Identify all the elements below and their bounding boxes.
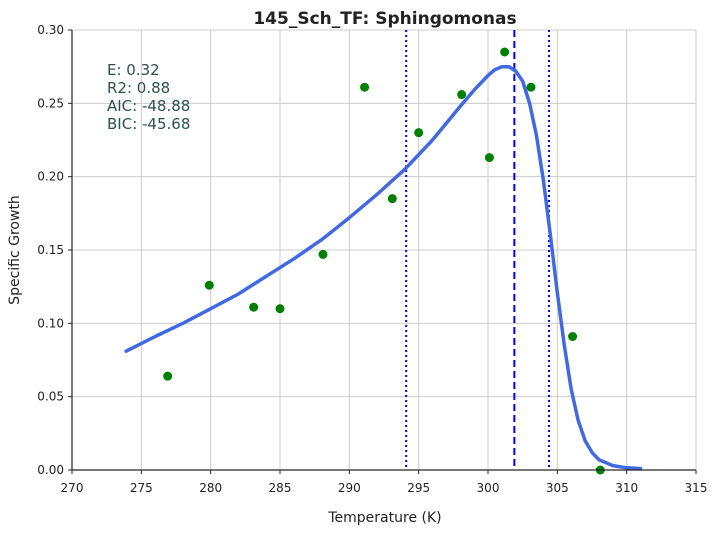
stat-bic: BIC: -45.68 bbox=[107, 115, 190, 133]
y-tick-label: 0.00 bbox=[37, 463, 64, 477]
data-point bbox=[568, 332, 578, 342]
stat-e: E: 0.32 bbox=[107, 61, 160, 79]
stat-aic: AIC: -48.88 bbox=[107, 97, 190, 115]
y-tick-label: 0.20 bbox=[37, 170, 64, 184]
y-ticks: 0.00 0.05 0.10 0.15 0.20 0.25 0.30 bbox=[37, 23, 72, 477]
x-tick-label: 315 bbox=[685, 481, 708, 495]
fitted-curve bbox=[124, 64, 643, 471]
data-point bbox=[360, 82, 370, 92]
data-point bbox=[163, 371, 173, 381]
data-point bbox=[249, 302, 259, 312]
x-tick-label: 270 bbox=[61, 481, 84, 495]
data-point bbox=[484, 153, 494, 163]
data-point bbox=[275, 304, 285, 314]
y-tick-label: 0.10 bbox=[37, 316, 64, 330]
x-tick-label: 300 bbox=[477, 481, 500, 495]
x-tick-label: 290 bbox=[338, 481, 361, 495]
x-tick-label: 310 bbox=[615, 481, 638, 495]
data-point bbox=[526, 82, 536, 92]
data-point bbox=[204, 280, 214, 290]
x-tick-label: 275 bbox=[130, 481, 153, 495]
bound-lines bbox=[405, 30, 551, 470]
y-tick-label: 0.15 bbox=[37, 243, 64, 257]
data-point bbox=[318, 249, 328, 259]
x-axis-label: Temperature (K) bbox=[327, 510, 441, 526]
fit-stats: E: 0.32 R2: 0.88 AIC: -48.88 BIC: -45.68 bbox=[107, 61, 190, 133]
data-point bbox=[457, 90, 467, 100]
stat-r2: R2: 0.88 bbox=[107, 79, 170, 97]
x-tick-label: 305 bbox=[546, 481, 569, 495]
x-ticks: 270 275 280 285 290 295 300 305 310 315 bbox=[61, 470, 708, 495]
y-tick-label: 0.30 bbox=[37, 23, 64, 37]
y-tick-label: 0.25 bbox=[37, 96, 64, 110]
data-point bbox=[500, 47, 510, 57]
x-tick-label: 295 bbox=[407, 481, 430, 495]
chart-title: 145_Sch_TF: Sphingomonas bbox=[253, 9, 516, 29]
fitted-curve-group bbox=[124, 64, 643, 471]
x-tick-label: 285 bbox=[269, 481, 292, 495]
y-tick-label: 0.05 bbox=[37, 390, 64, 404]
data-point bbox=[387, 194, 397, 204]
y-axis-label: Specific Growth bbox=[7, 195, 23, 305]
data-point bbox=[414, 128, 424, 138]
x-tick-label: 280 bbox=[199, 481, 222, 495]
